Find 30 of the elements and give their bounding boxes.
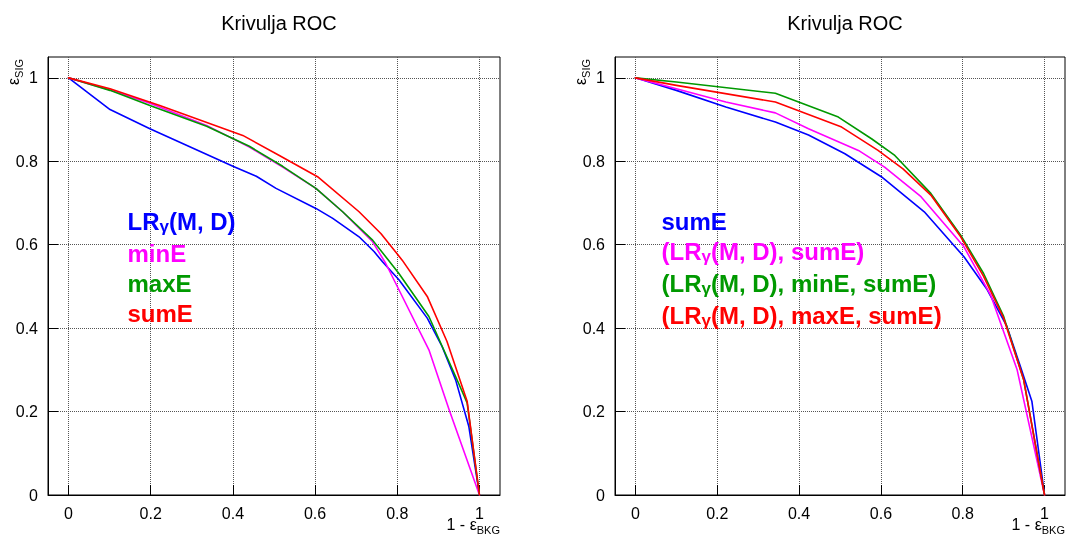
y-tick-label: 0.8	[582, 152, 606, 170]
text: sumE	[127, 299, 193, 327]
y-tick-label: 0.4	[582, 319, 606, 337]
y-tick-label: 0.6	[15, 236, 39, 254]
line-series	[634, 77, 1046, 496]
x-tick-label: 0	[64, 504, 74, 522]
y-tick-label: 0	[29, 486, 39, 504]
text: sumE	[661, 207, 727, 235]
x-tick-label: 0.2	[139, 504, 162, 522]
chart-title: Krivulja ROC	[787, 12, 903, 34]
x-tick-label: 0	[631, 504, 640, 522]
y-tick-label: 1	[29, 69, 39, 87]
y-tick-label: 0.2	[582, 403, 606, 421]
chart-title: Krivulja ROC	[221, 12, 337, 34]
y-tick-label: 0.2	[15, 403, 39, 421]
x-tick-label: 0.4	[787, 504, 811, 522]
text: maxE	[127, 269, 192, 297]
y-tick-label: 0.6	[582, 236, 606, 254]
line-series	[67, 77, 481, 496]
x-tick-label: 0.4	[221, 504, 245, 522]
y-tick-label: 0.8	[15, 152, 39, 170]
x-tick-label: 0.8	[951, 504, 974, 522]
y-tick-label: 0	[596, 486, 606, 504]
text: minE	[127, 239, 187, 267]
y-tick-label: 0.4	[15, 319, 39, 337]
x-tick-label: 0.2	[706, 504, 729, 522]
y-tick-label: 1	[596, 69, 606, 87]
x-tick-label: 0.6	[303, 504, 327, 522]
x-tick-label: 0.6	[869, 504, 893, 522]
x-tick-label: 0.8	[386, 504, 409, 522]
